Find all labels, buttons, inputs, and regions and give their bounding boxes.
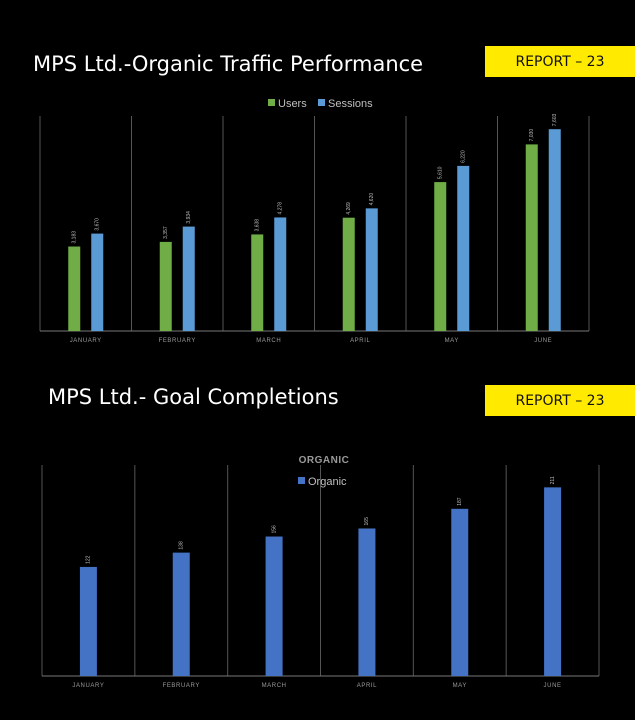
x-tick-label: MARCH [262, 683, 287, 689]
traffic-section-title: MPS Ltd.-Organic Traffic Performance [33, 52, 424, 76]
bar-users [342, 217, 355, 331]
bar-sessions [182, 226, 195, 331]
x-tick-label: JUNE [534, 338, 552, 344]
bar-users [68, 246, 81, 331]
bar-organic [79, 566, 97, 676]
x-tick-label: MARCH [256, 338, 281, 344]
traffic-report-badge: REPORT – 23 [485, 46, 635, 77]
bar-sessions [457, 165, 470, 331]
x-tick-label: APRIL [350, 338, 370, 344]
data-label: 3,670 [95, 218, 101, 231]
bar-organic [544, 487, 562, 676]
x-tick-label: APRIL [357, 683, 377, 689]
bar-users [434, 182, 447, 331]
bar-sessions [548, 129, 561, 331]
x-tick-label: MAY [453, 683, 467, 689]
x-tick-label: MAY [445, 338, 459, 344]
x-tick-label: JUNE [544, 683, 562, 689]
data-label: 3,183 [72, 231, 78, 244]
bar-sessions [91, 233, 104, 331]
x-tick-label: JANUARY [70, 338, 102, 344]
x-tick-label: FEBRUARY [159, 338, 196, 344]
legend-label-sessions: Sessions [328, 98, 373, 110]
bar-organic [451, 508, 469, 676]
bar-sessions [365, 208, 378, 331]
data-label: 138 [179, 541, 185, 550]
data-label: 4,278 [278, 202, 284, 215]
goals-bar-chart: ORGANIC Organic 122 JANUARY 138 FEBRUARY 156 MA… [41, 455, 600, 689]
legend-swatch-users [268, 99, 275, 106]
data-label: 7,030 [529, 129, 535, 142]
bar-organic [172, 552, 190, 676]
data-label: 3,638 [255, 219, 261, 232]
bar-organic [265, 536, 283, 676]
data-label: 165 [364, 517, 370, 526]
legend-label-users: Users [278, 98, 307, 110]
bar-users [159, 241, 172, 331]
data-label: 3,357 [163, 226, 169, 239]
data-label: 4,269 [346, 202, 352, 215]
data-label: 3,934 [186, 211, 192, 224]
x-tick-label: JANUARY [72, 683, 104, 689]
data-label: 187 [457, 497, 463, 506]
data-label: 4,620 [369, 193, 375, 206]
x-tick-label: FEBRUARY [163, 683, 200, 689]
data-label: 211 [550, 476, 556, 484]
bar-users [251, 234, 264, 331]
legend-label-organic: Organic [308, 476, 347, 488]
bar-sessions [274, 217, 287, 331]
data-label: 5,610 [438, 166, 444, 179]
goals-section-title: MPS Ltd.- Goal Completions [48, 385, 339, 409]
bar-organic [358, 528, 376, 676]
legend-swatch-organic [298, 477, 305, 484]
data-label: 122 [86, 555, 92, 564]
traffic-bar-chart: Users Sessions 3,183 3,670 JANUARY 3,357 3,934… [39, 98, 590, 344]
data-label: 6,220 [461, 150, 467, 163]
bar-users [525, 144, 538, 331]
data-label: 156 [271, 525, 277, 534]
goals-report-badge: REPORT – 23 [485, 385, 635, 416]
chart-title: ORGANIC [299, 455, 350, 466]
data-label: 7,603 [552, 113, 558, 126]
legend-swatch-sessions [318, 99, 325, 106]
